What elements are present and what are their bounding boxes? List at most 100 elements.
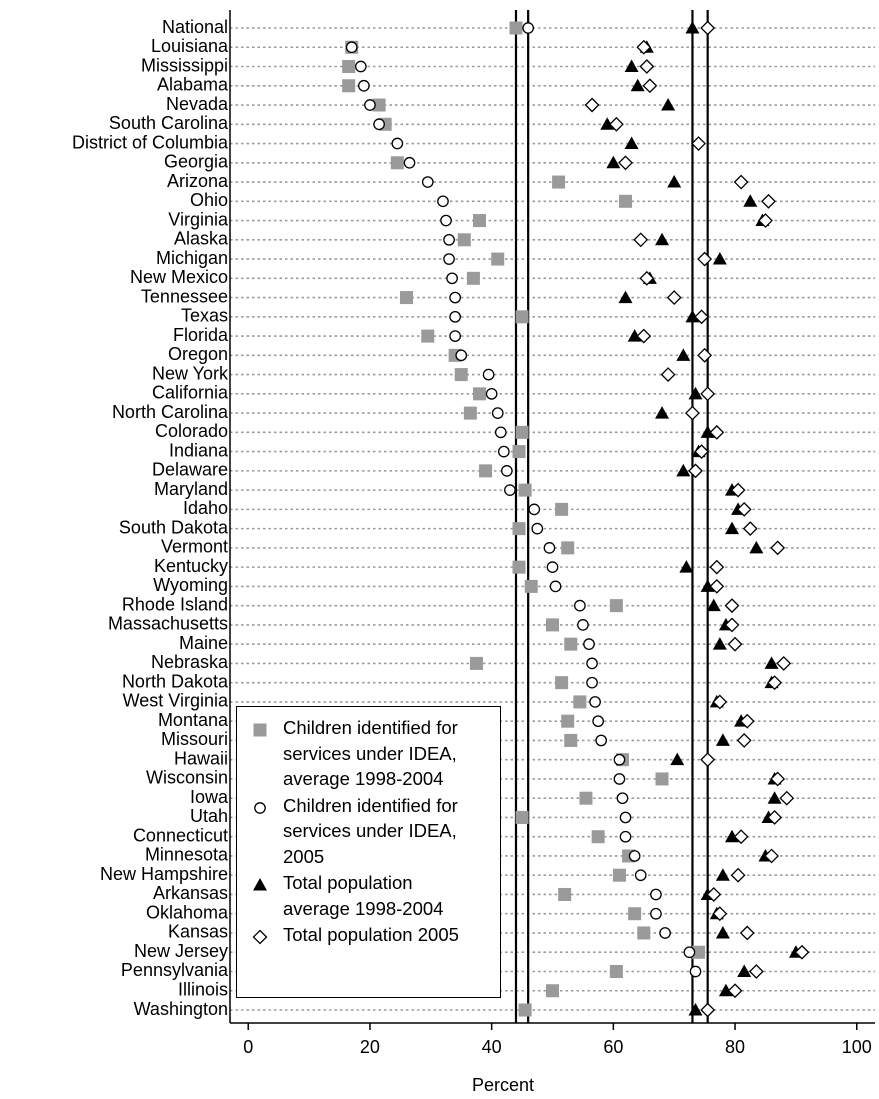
triangle-marker — [725, 829, 740, 843]
legend-label: Children identified for services under I… — [283, 794, 458, 867]
circle-marker — [449, 291, 461, 304]
circle-marker — [449, 310, 461, 323]
category-label: Ohio — [190, 190, 228, 210]
circle-marker — [586, 676, 598, 689]
x-tick-label: 40 — [482, 1037, 502, 1057]
square-marker — [546, 984, 559, 998]
diamond-marker — [685, 405, 700, 421]
triangle-marker — [685, 21, 700, 34]
x-tick-label: 0 — [243, 1037, 253, 1057]
circle-marker — [443, 253, 455, 265]
x-tick-label: 60 — [603, 1037, 623, 1057]
diamond-marker — [660, 367, 676, 383]
square-marker — [524, 579, 538, 593]
circle-marker — [613, 773, 626, 785]
category-label: Maryland — [154, 479, 228, 499]
category-label: Missouri — [161, 729, 228, 749]
circle-marker — [437, 195, 449, 208]
circle-marker — [689, 965, 702, 978]
category-label: Idaho — [183, 498, 228, 518]
circle-marker — [613, 753, 626, 766]
category-label: Nebraska — [151, 652, 229, 672]
square-marker — [552, 175, 566, 189]
triangle-marker — [715, 925, 730, 939]
circle-marker — [254, 801, 266, 814]
legend-icon — [253, 878, 267, 891]
circle-marker — [659, 927, 671, 939]
category-label: Oregon — [168, 344, 228, 364]
diamond-marker — [764, 848, 779, 864]
diamond-marker — [727, 636, 743, 652]
triangle-marker — [253, 878, 267, 891]
diamond-marker — [758, 213, 773, 228]
diamond-marker — [694, 309, 709, 325]
triangle-marker — [667, 175, 682, 188]
category-label: New Hampshire — [100, 864, 228, 884]
triangle-marker — [715, 868, 730, 881]
square-marker — [390, 156, 404, 170]
square-marker — [479, 464, 493, 478]
circle-marker — [446, 272, 458, 285]
category-label: South Carolina — [109, 113, 229, 133]
circle-marker — [546, 561, 559, 573]
legend-label: Total population average 1998-2004 — [283, 872, 444, 919]
category-label: Mississippi — [141, 55, 228, 75]
diamond-marker — [642, 78, 658, 94]
legend-item: Total population 2005 — [237, 922, 483, 948]
diamond-marker — [608, 116, 624, 132]
circle-marker — [391, 137, 404, 150]
square-marker — [457, 233, 471, 247]
triangle-marker — [700, 425, 715, 438]
category-label: Colorado — [155, 421, 228, 441]
diamond-marker — [724, 617, 740, 633]
square-marker — [655, 772, 669, 786]
diamond-marker — [712, 694, 728, 710]
circle-marker — [650, 907, 662, 920]
circle-marker — [577, 619, 589, 631]
diamond-marker — [736, 733, 752, 748]
diamond-marker — [794, 944, 810, 960]
circle-marker — [595, 734, 608, 747]
circle-marker — [491, 407, 504, 419]
category-label: New York — [152, 363, 229, 383]
x-tick-label: 100 — [842, 1037, 872, 1057]
triangle-marker — [737, 964, 752, 977]
circle-marker — [628, 850, 641, 862]
category-label: Illinois — [178, 979, 228, 999]
circle-marker — [421, 176, 434, 188]
legend-icon — [253, 723, 267, 737]
diamond-marker — [639, 270, 655, 286]
circle-marker — [440, 214, 452, 227]
square-marker — [564, 637, 578, 651]
circle-marker — [345, 41, 358, 54]
category-label: West Virginia — [123, 691, 229, 711]
triangle-marker — [661, 98, 676, 111]
diamond-marker — [779, 790, 795, 806]
diamond-marker — [767, 675, 783, 691]
category-label: North Carolina — [112, 402, 229, 422]
circle-marker — [443, 233, 455, 246]
legend-item: Children identified for services under I… — [237, 793, 483, 870]
category-label: Minnesota — [145, 845, 229, 865]
circle-marker — [586, 657, 598, 670]
circle-marker — [619, 811, 632, 824]
square-marker — [472, 387, 486, 401]
circle-marker — [634, 869, 647, 882]
square-marker — [591, 830, 605, 844]
triangle-marker — [655, 406, 670, 419]
diamond-marker — [767, 810, 783, 825]
diamond-marker — [736, 501, 752, 517]
square-marker — [579, 791, 593, 805]
diamond-marker — [694, 444, 709, 460]
square-marker — [342, 60, 356, 74]
category-label: Kansas — [168, 922, 228, 942]
circle-marker — [364, 99, 376, 111]
legend-label: Total population 2005 — [283, 924, 459, 945]
diamond-marker — [639, 59, 655, 74]
diamond-marker — [733, 829, 749, 845]
square-marker — [399, 291, 413, 305]
category-label: Iowa — [190, 787, 229, 807]
circle-marker — [650, 888, 662, 901]
circle-marker — [589, 696, 601, 708]
